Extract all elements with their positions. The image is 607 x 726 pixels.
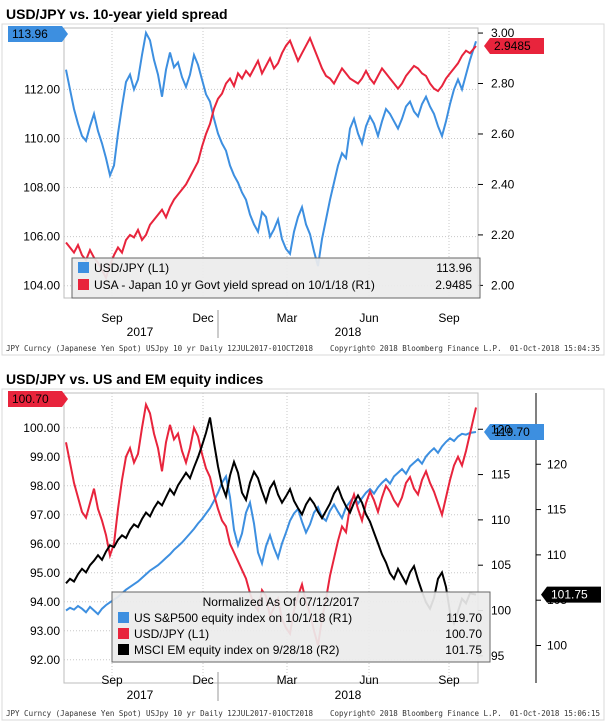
right2-tick-label: 120 <box>547 457 567 471</box>
left-tick-label: 112.00 <box>24 82 60 96</box>
legend-label: USD/JPY (L1) <box>134 627 209 641</box>
series-line-1 <box>65 29 477 267</box>
last-value-label: 119.70 <box>494 425 530 439</box>
x-tick-label: Sep <box>101 673 123 687</box>
left-tick-label: 99.00 <box>30 450 60 464</box>
right2-tick-label: 115 <box>547 503 566 517</box>
legend-box <box>71 257 481 299</box>
series-line-1 <box>65 431 477 616</box>
right-tick-label: 2.60 <box>491 127 515 141</box>
chart-1-title: USD/JPY vs. 10-year yield spread <box>6 6 228 22</box>
footer-source: JPY Curncy (Japanese Yen Spot) USJpy 10 … <box>6 709 314 718</box>
footer-copyright: Copyright© 2018 Bloomberg Finance L.P. <box>330 344 502 353</box>
legend-label: US S&P500 equity index on 10/1/18 (R1) <box>134 611 352 625</box>
footer-copyright: Copyright© 2018 Bloomberg Finance L.P. <box>330 709 502 718</box>
footer-source: JPY Curncy (Japanese Yen Spot) USJpy 10 … <box>6 344 314 353</box>
right-tick-label: 3.00 <box>491 26 515 40</box>
legend-label: MSCI EM equity index on 9/28/18 (R2) <box>134 643 339 657</box>
chart-frame <box>1 23 605 356</box>
legend-swatch <box>78 262 89 273</box>
legend-swatch <box>118 644 129 655</box>
right-tick-label: 110 <box>491 513 510 527</box>
last-value-badge <box>484 38 544 55</box>
last-value-label: 100.70 <box>12 392 49 406</box>
legend-label: USD/JPY (L1) <box>94 261 169 275</box>
legend-label: USA - Japan 10 yr Govt yield spread on 1… <box>94 278 375 292</box>
x-tick-label: Dec <box>192 311 213 325</box>
x-tick-label: Sep <box>438 311 460 325</box>
right-tick-label: 2.80 <box>491 77 515 91</box>
x-tick-label: Dec <box>192 673 213 687</box>
right-tick-label: 105 <box>491 558 511 572</box>
left-tick-label: 95.00 <box>30 566 60 580</box>
x-tick-label: Sep <box>438 673 460 687</box>
x-year-label: 2018 <box>335 688 362 702</box>
left-tick-label: 100.00 <box>23 421 60 435</box>
right-tick-label: 2.20 <box>491 228 515 242</box>
left-tick-label: 97.00 <box>30 508 60 522</box>
last-value-badge <box>541 586 601 603</box>
last-value-badge <box>8 26 68 42</box>
x-tick-label: Jun <box>359 673 378 687</box>
right-tick-label: 120 <box>491 422 511 436</box>
left-tick-label: 110.00 <box>24 131 60 145</box>
x-tick-label: Mar <box>277 311 298 325</box>
x-year-label: 2017 <box>127 688 154 702</box>
right2-tick-label: 105 <box>547 593 567 607</box>
legend-box <box>111 591 491 663</box>
legend-value: 101.75 <box>445 643 482 657</box>
right-tick-label: 115 <box>491 468 510 482</box>
x-year-label: 2017 <box>127 325 154 339</box>
left-tick-label: 94.00 <box>30 595 60 609</box>
right-tick-label: 2.40 <box>491 177 515 191</box>
last-value-label: 2.9485 <box>494 39 531 53</box>
footer-timestamp: 01-Oct-2018 15:04:35 <box>510 344 600 353</box>
x-tick-label: Mar <box>277 673 298 687</box>
legend-heading: Normalized As Of 07/12/2017 <box>203 595 360 609</box>
right-tick-label: 95 <box>491 649 505 663</box>
legend-swatch <box>118 628 129 639</box>
chart-1 <box>1 23 605 356</box>
series-line-2 <box>65 35 477 281</box>
x-year-label: 2018 <box>335 325 362 339</box>
footer-timestamp: 01-Oct-2018 15:06:15 <box>510 709 600 718</box>
right2-tick-label: 100 <box>547 639 567 653</box>
left-tick-label: 96.00 <box>30 537 60 551</box>
left-tick-label: 92.00 <box>30 653 60 667</box>
left-tick-label: 104.00 <box>23 279 60 293</box>
left-tick-label: 106.00 <box>23 230 60 244</box>
legend-value: 113.96 <box>436 261 472 275</box>
chart-2-title: USD/JPY vs. US and EM equity indices <box>6 371 264 387</box>
last-value-badge <box>484 423 544 440</box>
last-value-badge <box>8 391 68 407</box>
chart-frame <box>1 388 605 721</box>
last-value-label: 101.75 <box>551 588 588 602</box>
legend-value: 119.70 <box>446 611 482 625</box>
x-tick-label: Sep <box>101 311 123 325</box>
right2-tick-label: 110 <box>547 548 566 562</box>
series-line-3 <box>65 417 477 627</box>
legend-swatch <box>118 612 129 623</box>
left-tick-label: 108.00 <box>23 181 60 195</box>
right-tick-label: 2.00 <box>491 278 515 292</box>
legend-swatch <box>78 279 89 290</box>
legend-value: 2.9485 <box>435 278 472 292</box>
last-value-label: 113.96 <box>12 27 48 41</box>
left-tick-label: 98.00 <box>30 479 60 493</box>
legend-value: 100.70 <box>445 627 482 641</box>
right-tick-label: 100 <box>491 604 511 618</box>
left-tick-label: 93.00 <box>30 624 60 638</box>
x-tick-label: Jun <box>359 311 378 325</box>
chart-2 <box>1 388 605 721</box>
